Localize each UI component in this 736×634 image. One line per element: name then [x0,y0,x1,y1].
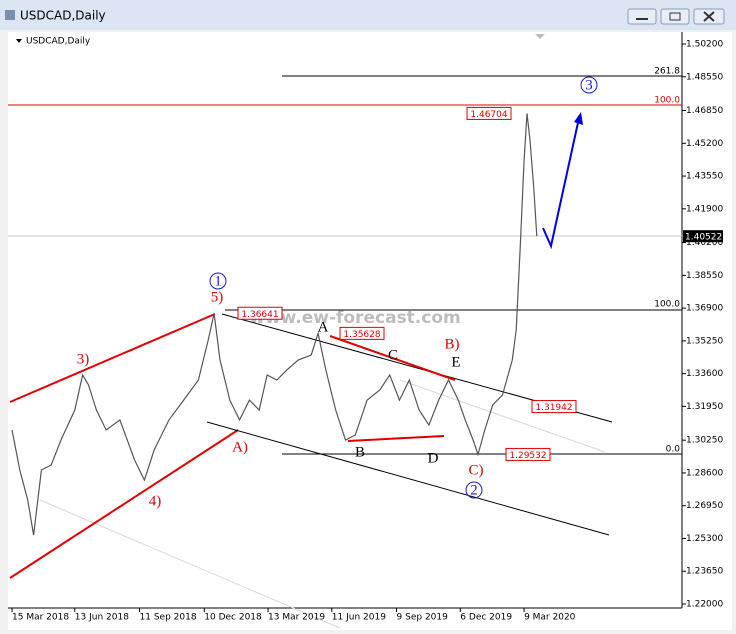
level-label: 1.35628 [343,330,380,340]
fib-label: 261.8 [654,67,680,77]
y-tick-label: 1.43550 [686,172,723,182]
x-tick-label: 6 Dec 2019 [460,613,512,623]
maximize-icon [669,12,681,21]
wave-label: 1 [214,273,222,289]
level-box [237,306,283,320]
trend-line [399,379,606,453]
chart-title: USDCAD,Daily [26,37,91,47]
level-label: 1.31942 [535,403,572,413]
trend-line [9,429,239,579]
y-tick-label: 1.22000 [686,600,723,610]
x-tick-label: 13 Mar 2019 [268,613,325,623]
y-tick-label: 1.26950 [686,501,723,511]
wave-circle [465,481,483,499]
wave-label: 3 [585,77,593,93]
x-tick-label: 13 Jun 2018 [75,613,129,623]
price-layer [11,113,538,536]
fib-label: 100.0 [654,96,680,106]
y-tick-label: 1.41900 [686,204,723,214]
wave-circle [580,76,598,94]
arrow-head [574,112,583,125]
forecast-arrow [542,117,580,250]
x-tick-label: 15 Mar 2018 [12,613,69,623]
y-tick-label: 1.35250 [686,336,723,346]
window-icon [5,10,15,20]
x-tick-label: 10 Dec 2018 [204,613,262,623]
trend-line [347,435,445,442]
x-tick-label: 9 Mar 2020 [524,613,576,623]
trend-line [329,335,456,381]
level-box [531,400,577,414]
wave-label: B) [445,336,460,352]
y-tick-label: 1.31950 [686,402,723,412]
y-tick-label: 1.36900 [686,304,723,314]
trend-line [9,313,216,403]
level-box [339,326,385,340]
fib-label: 100.0 [654,300,680,310]
level-label: 1.36641 [241,310,278,320]
wave-label: C [388,347,398,363]
y-tick-label: 1.45200 [686,139,723,149]
wave-label: 4) [149,493,162,509]
wave-label: B [355,444,365,460]
y-tick-label: 1.33600 [686,369,723,379]
wave-label: A [318,319,329,335]
wave-label: C) [469,462,484,478]
y-tick-label: 1.38550 [686,271,723,281]
close-icon [703,11,715,22]
y-tick-label: 1.25300 [686,534,723,544]
trend-line [206,421,610,536]
level-box [466,106,512,120]
x-tick-label: 11 Sep 2018 [140,613,197,623]
wave-circle [209,272,227,290]
level-box [505,447,551,461]
y-tick-label: 1.23650 [686,567,723,577]
y-tick-label: 1.40200 [686,238,723,248]
trend-line [39,499,341,629]
y-tick-label: 1.46850 [686,106,723,116]
wave-label: A) [232,439,248,455]
maximize-button[interactable] [660,8,690,25]
level-label: 1.46704 [470,110,507,120]
shift-marker [535,34,545,39]
y-tick-label: 1.28600 [686,468,723,478]
wave-label: 3) [77,351,90,367]
menu-arrow [16,39,22,43]
window-title: USDCAD,Daily [20,9,106,23]
y-tick-label: 1.30250 [686,436,723,446]
price-line [11,113,538,536]
x-tick-label: 11 Jun 2019 [332,613,386,623]
title-bar [0,0,736,30]
minimize-button[interactable] [627,8,657,25]
current-price-label: 1.40522 [685,233,722,243]
y-tick-label: 1.50200 [686,40,723,50]
x-tick-label: 9 Sep 2019 [397,613,449,623]
level-label: 1.29532 [509,451,546,461]
y-tick-label: 1.48550 [686,72,723,82]
wave-label: D [428,450,439,466]
watermark: www.ew-forecast.com [249,308,461,328]
current-price-box [683,230,723,243]
wave-label: 5) [211,289,224,305]
wave-label: E [451,354,460,370]
fib-label: 0.0 [666,445,681,455]
wave-label: 2 [470,482,478,498]
